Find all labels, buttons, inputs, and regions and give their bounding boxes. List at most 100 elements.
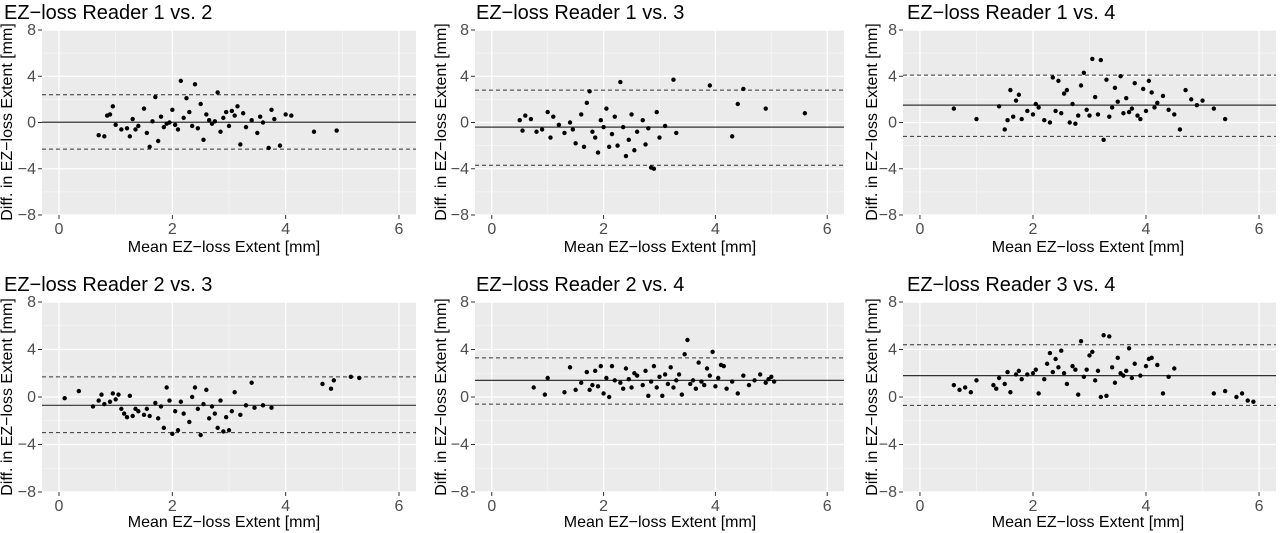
data-point: [646, 393, 651, 399]
x-tick-label: 2: [1029, 498, 1038, 515]
data-point: [1036, 391, 1041, 396]
data-point: [158, 114, 164, 119]
data-point: [110, 104, 116, 109]
y-tick-label: 0: [460, 389, 469, 406]
data-point: [657, 135, 662, 140]
data-point: [1132, 80, 1137, 86]
data-point: [974, 378, 979, 383]
data-point: [90, 404, 96, 409]
data-point: [1135, 113, 1140, 118]
data-point: [601, 391, 606, 396]
data-point: [1143, 363, 1149, 369]
data-point: [1047, 350, 1053, 356]
data-point: [741, 86, 746, 92]
data-point: [968, 390, 974, 395]
y-tick-label: −8: [879, 484, 897, 501]
data-point: [1155, 362, 1160, 368]
data-point: [119, 127, 124, 132]
data-point: [1166, 374, 1171, 380]
data-point: [665, 381, 671, 387]
data-point: [113, 122, 118, 128]
x-axis-label: Mean EZ−loss Extent [mm]: [128, 514, 321, 531]
data-point: [612, 114, 617, 119]
data-point: [593, 135, 598, 140]
y-tick-label: 0: [888, 115, 897, 132]
data-point: [226, 428, 232, 433]
data-point: [1081, 374, 1087, 380]
data-point: [802, 111, 808, 116]
data-point: [994, 386, 999, 391]
data-point: [1194, 102, 1200, 108]
data-point: [130, 413, 135, 419]
x-tick-label: 2: [599, 221, 608, 238]
y-tick-label: 8: [460, 22, 469, 39]
data-point: [1098, 57, 1104, 63]
x-axis-label: Mean EZ−loss Extent [mm]: [992, 514, 1185, 531]
data-point: [551, 114, 556, 119]
data-point: [702, 382, 707, 388]
data-point: [542, 392, 548, 397]
y-tick-label: 4: [888, 68, 897, 85]
data-point: [147, 413, 152, 419]
data-point: [595, 384, 601, 389]
data-point: [604, 106, 609, 111]
data-point: [195, 406, 201, 412]
data-point: [178, 399, 184, 404]
data-point: [201, 401, 206, 407]
data-point: [741, 373, 746, 378]
data-point: [189, 394, 195, 400]
data-point: [161, 124, 167, 130]
data-point: [147, 144, 152, 149]
data-point: [144, 130, 150, 136]
data-point: [223, 109, 229, 115]
data-point: [545, 109, 550, 115]
data-point: [170, 107, 175, 112]
data-point: [153, 94, 158, 100]
data-point: [257, 114, 263, 119]
data-point: [212, 119, 218, 124]
data-point: [1013, 372, 1019, 377]
data-point: [1090, 56, 1095, 62]
data-point: [260, 120, 266, 125]
y-tick-label: −4: [18, 161, 36, 178]
data-point: [249, 117, 254, 123]
data-point: [62, 395, 67, 401]
data-point: [255, 130, 260, 136]
data-point: [96, 133, 101, 138]
data-point: [643, 142, 648, 147]
data-point: [1053, 108, 1058, 114]
data-point: [252, 405, 257, 410]
data-point: [1177, 127, 1183, 132]
data-point: [1143, 108, 1149, 114]
data-point: [192, 385, 198, 390]
panel-title: EZ−loss Reader 1 vs. 4: [907, 2, 1115, 24]
data-point: [729, 379, 735, 384]
panel-6: 8 4 0 −4 −8 0 2 4 6 EZ−loss Reader 3 vs. 4 Mean EZ…: [864, 274, 1276, 531]
data-point: [676, 372, 682, 377]
data-point: [1149, 355, 1154, 361]
data-point: [1042, 117, 1047, 123]
data-point: [615, 143, 620, 148]
y-tick-label: −8: [18, 484, 36, 501]
data-point: [991, 382, 996, 388]
data-point: [716, 375, 721, 381]
data-point: [1016, 92, 1022, 97]
data-point: [1087, 353, 1092, 358]
data-point: [1078, 83, 1084, 88]
data-point: [1121, 373, 1126, 378]
x-tick-label: 4: [281, 498, 290, 515]
data-point: [735, 391, 740, 396]
x-tick-label: 2: [168, 221, 177, 238]
data-point: [1002, 127, 1007, 132]
x-tick-label: 6: [395, 498, 404, 515]
data-point: [175, 428, 181, 433]
data-point: [1050, 369, 1055, 375]
y-axis-label: Diff. in EZ−loss Extent [mm]: [0, 23, 16, 221]
data-point: [357, 375, 362, 381]
data-point: [657, 374, 662, 380]
data-point: [724, 386, 729, 391]
data-point: [1087, 113, 1092, 118]
data-point: [696, 360, 701, 365]
data-point: [1104, 77, 1109, 82]
data-point: [1200, 98, 1205, 103]
